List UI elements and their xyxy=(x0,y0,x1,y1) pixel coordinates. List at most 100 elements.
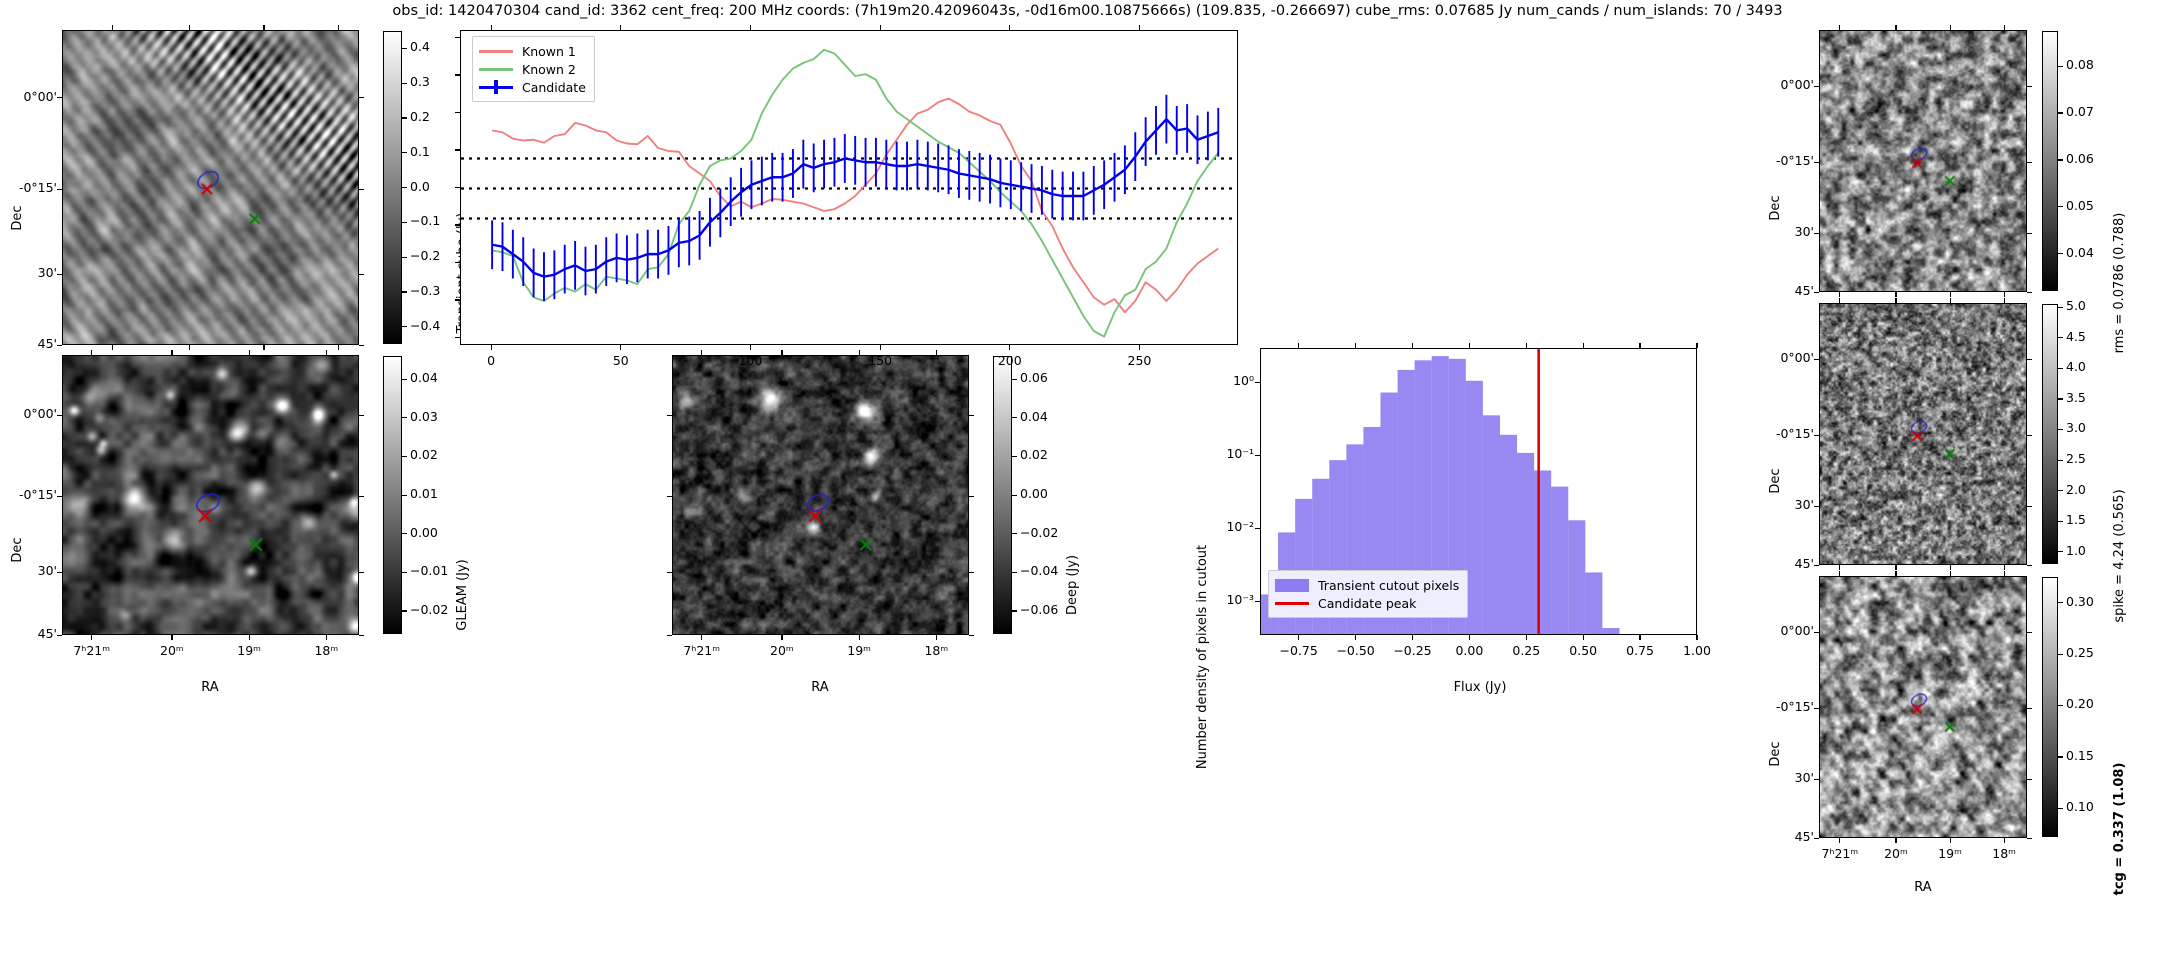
legend-item-cutout-pixels[interactable]: Transient cutout pixels xyxy=(1275,576,1459,594)
axis-tick-mark xyxy=(2003,25,2005,30)
gleam-colorbar-label: GLEAM (Jy) xyxy=(455,559,470,631)
rms-image-panel[interactable] xyxy=(1819,30,2027,292)
histogram-legend[interactable]: Transient cutout pixels Candidate peak xyxy=(1268,570,1469,618)
axis-tick-mark xyxy=(1814,778,1819,780)
ra-tick-label-gleam: 19ᵐ xyxy=(237,643,261,658)
axis-tick-mark xyxy=(91,635,93,640)
axis-tick-mark xyxy=(2058,602,2063,604)
axis-tick-mark xyxy=(1949,838,1951,843)
axis-tick-mark xyxy=(1009,25,1011,30)
legend-item-known1[interactable]: Known 1 xyxy=(479,42,586,60)
gleam-cbar-tick: 0.01 xyxy=(410,486,438,501)
dec-tick-label-tcg: -0°15' xyxy=(1775,699,1814,715)
spike-cbar-tick: 4.0 xyxy=(2066,359,2086,375)
transient-cube-image-panel[interactable] xyxy=(62,30,359,345)
axis-tick-mark xyxy=(455,111,460,114)
axis-tick-mark xyxy=(57,273,62,275)
gleam-cbar-tick: 0.00 xyxy=(410,524,438,540)
axis-tick-mark xyxy=(1354,635,1357,640)
axis-tick-mark xyxy=(1012,417,1017,419)
axis-tick-mark xyxy=(402,256,407,258)
rms-cbar-tick: 0.07 xyxy=(2066,103,2094,119)
axis-tick-mark xyxy=(2027,837,2032,839)
spike-sky-canvas xyxy=(1820,304,2026,564)
axis-tick-mark xyxy=(402,326,407,328)
axis-tick-mark xyxy=(701,350,703,355)
ra-tick-label-deep: 18ᵐ xyxy=(924,643,949,658)
tcg-colorbar[interactable] xyxy=(2042,577,2058,837)
axis-tick-mark xyxy=(490,345,492,350)
gleam-ra-label: RA xyxy=(201,680,219,695)
axis-tick-mark xyxy=(620,25,622,30)
axis-tick-mark xyxy=(1895,571,1897,576)
axis-tick-mark xyxy=(325,350,328,355)
axis-tick-mark xyxy=(2058,756,2063,758)
tcg-image-panel[interactable] xyxy=(1819,576,2027,838)
deep-image-panel[interactable] xyxy=(672,355,969,635)
axis-tick-mark xyxy=(781,635,783,640)
axis-tick-mark xyxy=(1895,838,1897,843)
cutout-pixels-swatch xyxy=(1275,578,1309,592)
axis-tick-mark xyxy=(2058,159,2063,161)
rms-cbar-tick: 0.04 xyxy=(2066,244,2094,260)
legend-item-candidate[interactable]: Candidate xyxy=(479,78,586,96)
axis-tick-mark xyxy=(57,97,62,99)
dec-tick-label-gleam: -0°15' xyxy=(18,487,57,503)
axis-tick-mark xyxy=(57,495,62,498)
spike-colorbar[interactable] xyxy=(2042,304,2058,564)
tcg-cbar-tick: 0.15 xyxy=(2066,747,2094,763)
axis-tick-mark xyxy=(455,149,460,151)
axis-tick-mark xyxy=(667,571,672,573)
axis-tick-mark xyxy=(2058,367,2063,369)
deep-colorbar[interactable] xyxy=(993,356,1012,634)
lightcurve-legend[interactable]: Known 1 Known 2 Candidate xyxy=(472,36,595,102)
dec-tick-label-rms: 0°00' xyxy=(1780,77,1814,93)
axis-tick-mark xyxy=(1582,635,1584,640)
gleam-image-panel[interactable] xyxy=(62,355,359,635)
axis-tick-mark xyxy=(1354,343,1357,348)
axis-tick-mark xyxy=(2027,707,2032,709)
histogram-xtick: 0.25 xyxy=(1512,643,1541,658)
axis-tick-mark xyxy=(2027,778,2032,780)
legend-label-known1: Known 1 xyxy=(522,43,576,59)
axis-tick-mark xyxy=(455,261,460,264)
axis-tick-mark xyxy=(359,97,364,99)
axis-tick-mark xyxy=(2003,292,2005,297)
axis-tick-mark xyxy=(2058,398,2063,400)
axis-tick-mark xyxy=(455,36,460,39)
axis-tick-mark xyxy=(1814,232,1819,234)
tcg-cbar-tick: 0.30 xyxy=(2066,593,2094,609)
histogram-svg xyxy=(1261,349,1620,634)
axis-tick-mark xyxy=(1839,565,1841,570)
axis-tick-mark xyxy=(1582,343,1584,348)
gleam-cbar-tick: 0.03 xyxy=(410,408,438,424)
deep-ra-label: RA xyxy=(811,680,829,695)
axis-tick-mark xyxy=(57,188,62,190)
deep-cbar-tick: 0.00 xyxy=(1020,486,1048,501)
axis-tick-mark xyxy=(248,635,250,640)
spike-image-panel[interactable] xyxy=(1819,303,2027,565)
ra-tick-label-deep: 19ᵐ xyxy=(847,643,871,658)
axis-tick-mark xyxy=(325,635,328,640)
axis-tick-mark xyxy=(2027,358,2032,361)
axis-tick-mark xyxy=(455,186,460,189)
axis-tick-mark xyxy=(1949,292,1951,297)
axis-tick-mark xyxy=(667,495,672,498)
axis-tick-mark xyxy=(2058,490,2063,492)
legend-item-candidate-peak[interactable]: Candidate peak xyxy=(1275,594,1459,612)
axis-tick-mark xyxy=(1468,343,1470,348)
axis-tick-mark xyxy=(111,25,114,30)
axis-tick-mark xyxy=(359,414,364,416)
legend-item-known2[interactable]: Known 2 xyxy=(479,60,586,78)
axis-tick-mark xyxy=(57,344,62,346)
ra-tick-label-tcg: 18ᵐ xyxy=(1992,846,2016,861)
spike-cbar-tick: 4.5 xyxy=(2066,328,2086,344)
gleam-colorbar[interactable] xyxy=(383,356,402,634)
spike-cbar-tick: 1.5 xyxy=(2066,512,2086,528)
histogram-xlabel: Flux (Jy) xyxy=(1453,680,1507,695)
axis-tick-mark xyxy=(2027,291,2032,293)
rms-colorbar[interactable] xyxy=(2042,31,2058,291)
transient-cube-colorbar[interactable] xyxy=(383,31,402,344)
axis-tick-mark xyxy=(455,299,460,301)
axis-tick-mark xyxy=(1138,25,1141,30)
